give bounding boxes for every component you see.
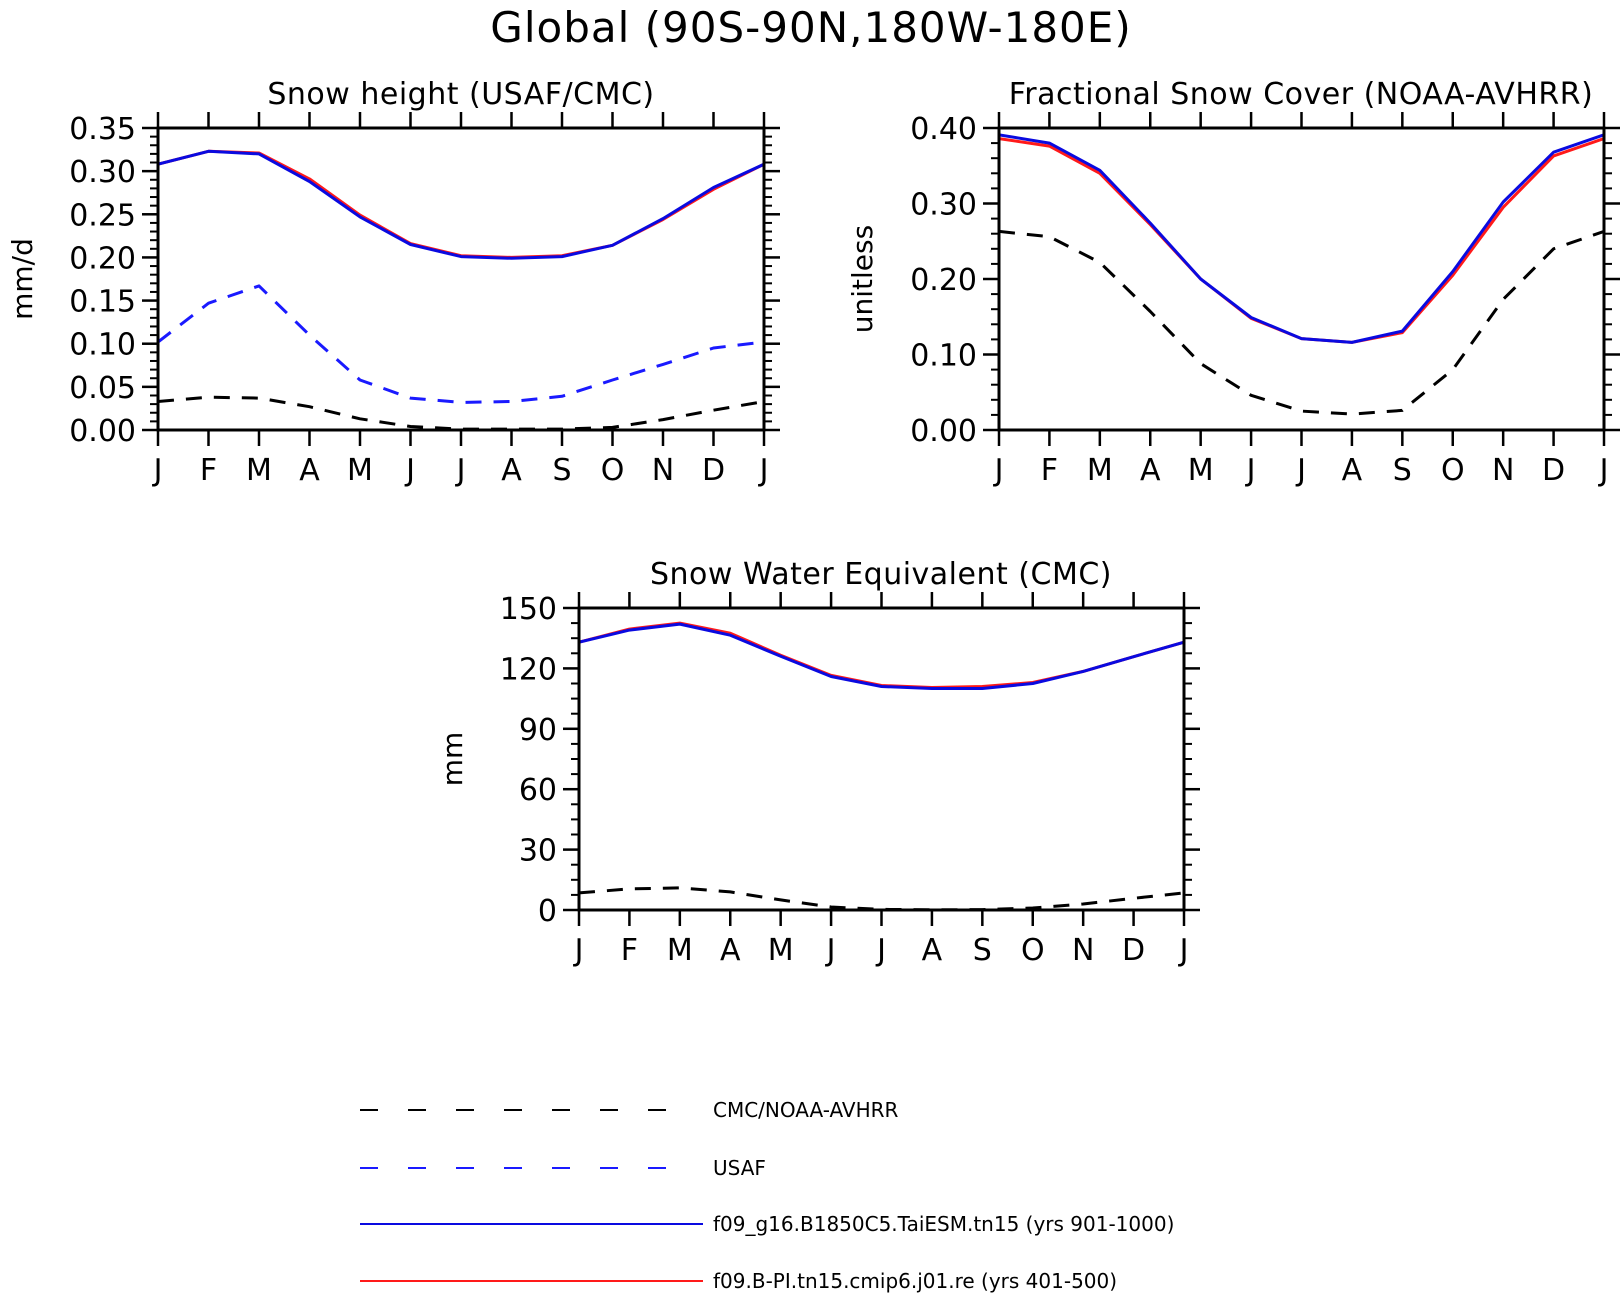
- x-tick-label: A: [1140, 453, 1161, 488]
- plot-frame: [156, 126, 766, 432]
- y-tick-label: 30: [519, 834, 557, 869]
- x-tick-label: J: [404, 453, 415, 488]
- x-tick-label: M: [667, 933, 693, 968]
- y-tick-label: 0.00: [910, 414, 977, 449]
- x-tick-label: D: [1542, 453, 1565, 488]
- y-tick-label: 60: [519, 773, 557, 808]
- legend-label-model2: f09.B-PI.tn15.cmip6.j01.re (yrs 401-500): [713, 1269, 1117, 1293]
- series-line-model1: [579, 622, 1184, 690]
- y-tick-label: 150: [500, 592, 557, 627]
- x-tick-label: J: [758, 453, 769, 488]
- x-tick-label: J: [1598, 453, 1609, 488]
- x-tick-label: S: [1393, 453, 1412, 488]
- y-tick-label: 0.35: [69, 112, 136, 147]
- x-tick-label: O: [1021, 933, 1045, 968]
- panel-title: Snow height (USAF/CMC): [267, 77, 654, 112]
- series-line-obs: [999, 229, 1604, 416]
- x-tick-label: N: [1072, 933, 1094, 968]
- y-tick-label: 0.00: [69, 414, 136, 449]
- series-line-model2: [579, 621, 1184, 689]
- x-tick-label: M: [1188, 453, 1214, 488]
- panel-snow-height: Snow height (USAF/CMC)mm/dJ F M A M J J A S O N D J0…: [6, 77, 780, 488]
- x-tick-label: F: [621, 933, 638, 968]
- x-tick-label: A: [299, 453, 320, 488]
- x-tick-label: O: [601, 453, 625, 488]
- x-tick-label: N: [652, 453, 674, 488]
- x-tick-label: D: [1122, 933, 1145, 968]
- legend-label-obs: CMC/NOAA-AVHRR: [713, 1098, 899, 1122]
- x-tick-label: A: [1342, 453, 1363, 488]
- x-tick-label: F: [200, 453, 217, 488]
- series-line-model2: [158, 149, 764, 259]
- legend-label-model1: f09_g16.B1850C5.TaiESM.tn15 (yrs 901-100…: [713, 1212, 1174, 1236]
- y-tick-label: 0.10: [69, 328, 136, 363]
- y-axis-label: unitless: [846, 225, 879, 333]
- x-tick-label: J: [455, 453, 466, 488]
- y-tick-label: 0.20: [69, 241, 136, 276]
- y-tick-label: 0.20: [910, 263, 977, 298]
- series-line-model2: [999, 137, 1604, 344]
- y-tick-label: 0.30: [69, 155, 136, 190]
- y-tick-label: 0.30: [910, 188, 977, 223]
- x-tick-label: J: [1245, 453, 1256, 488]
- x-tick-label: J: [825, 933, 836, 968]
- x-tick-label: J: [993, 453, 1004, 488]
- panel-title: Fractional Snow Cover (NOAA-AVHRR): [1009, 77, 1594, 112]
- x-tick-label: A: [501, 453, 522, 488]
- x-tick-label: S: [552, 453, 571, 488]
- y-tick-label: 0: [538, 894, 557, 929]
- x-tick-label: A: [720, 933, 741, 968]
- series-line-usaf: [158, 284, 764, 404]
- panel-snow-water-equivalent: Snow Water Equivalent (CMC)mmJ F M A M J J A S O N…: [436, 557, 1200, 968]
- panel-fractional-snow-cover: Fractional Snow Cover (NOAA-AVHRR) unitle…: [846, 77, 1620, 488]
- series-line-obs: [579, 886, 1184, 912]
- x-tick-label: J: [1295, 453, 1306, 488]
- y-tick-label: 120: [500, 652, 557, 687]
- x-tick-label: S: [973, 933, 992, 968]
- x-tick-label: J: [1178, 933, 1189, 968]
- y-tick-label: 0.15: [69, 285, 136, 320]
- plot-frame: [997, 126, 1606, 432]
- x-tick-label: M: [1087, 453, 1113, 488]
- x-tick-label: J: [152, 453, 163, 488]
- series-line-obs: [158, 395, 764, 431]
- y-tick-label: 0.40: [910, 112, 977, 147]
- x-tick-label: A: [922, 933, 943, 968]
- plot-frame: [577, 606, 1186, 912]
- x-tick-label: D: [702, 453, 725, 488]
- legend-label-usaf: USAF: [713, 1156, 766, 1180]
- series-line-model1: [999, 133, 1604, 344]
- x-tick-label: N: [1492, 453, 1514, 488]
- y-tick-label: 0.25: [69, 198, 136, 233]
- x-tick-label: J: [573, 933, 584, 968]
- y-axis-label: mm/d: [6, 238, 39, 320]
- legend: CMC/NOAA-AVHRR USAF f09_g16.B1850C5.TaiESM…: [360, 1098, 1174, 1293]
- series-line-model1: [158, 149, 764, 260]
- figure-title: Global (90S-90N,180W-180E): [490, 3, 1131, 52]
- y-tick-label: 90: [519, 713, 557, 748]
- x-tick-label: F: [1041, 453, 1058, 488]
- x-tick-label: J: [875, 933, 886, 968]
- x-tick-label: O: [1441, 453, 1465, 488]
- panel-title: Snow Water Equivalent (CMC): [650, 557, 1112, 592]
- y-axis-label: mm: [436, 732, 469, 787]
- y-tick-label: 0.10: [910, 339, 977, 374]
- x-tick-label: M: [768, 933, 794, 968]
- y-tick-label: 0.05: [69, 371, 136, 406]
- x-tick-label: M: [246, 453, 272, 488]
- x-tick-label: M: [347, 453, 373, 488]
